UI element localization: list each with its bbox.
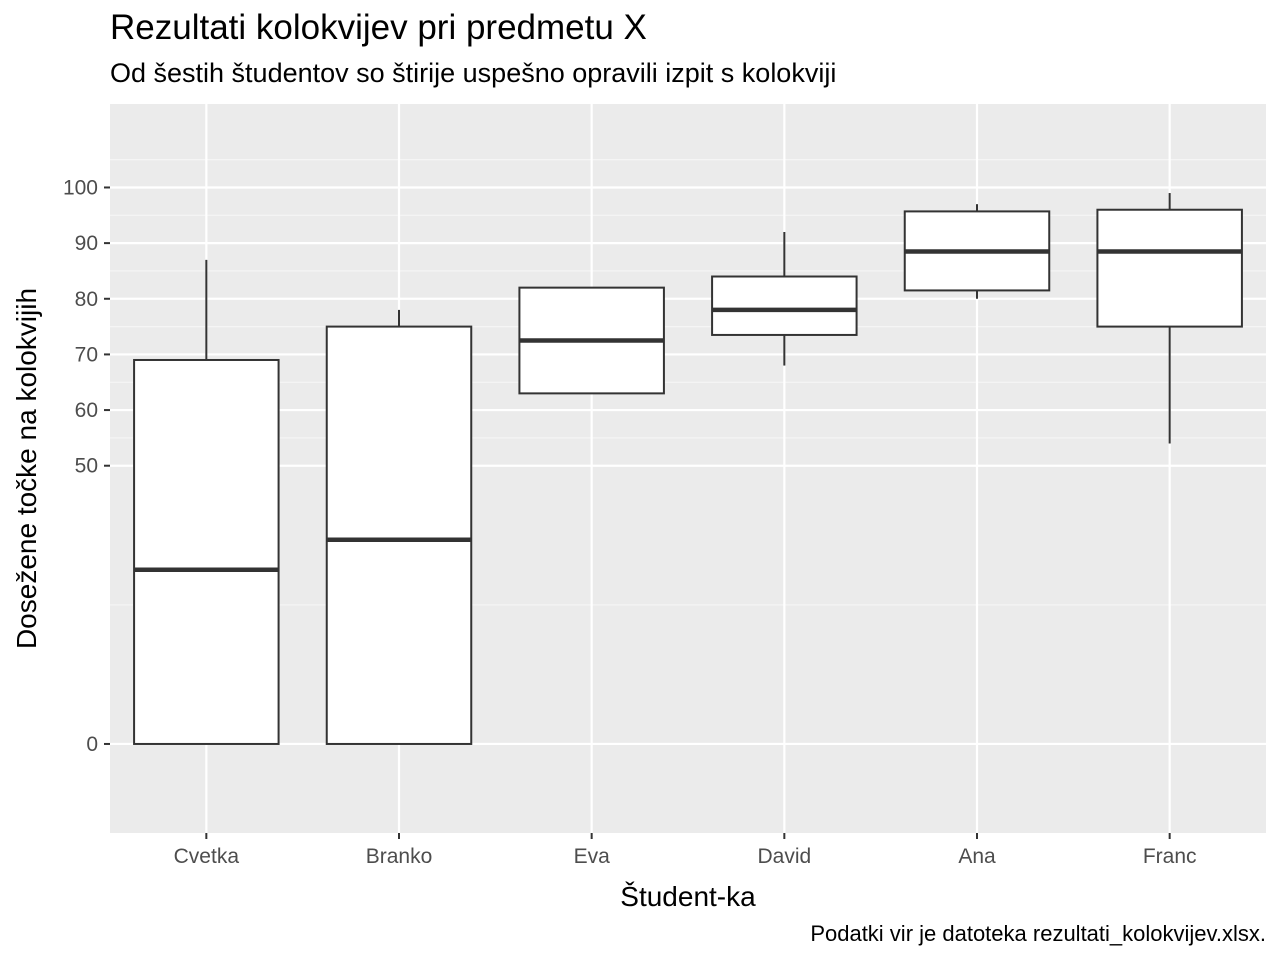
x-tick-label: David <box>757 845 811 868</box>
box-franc <box>1096 193 1243 444</box>
x-tick-label: Branko <box>366 845 433 868</box>
x-tick-label: Cvetka <box>174 845 240 868</box>
y-tick-label: 100 <box>63 176 98 199</box>
x-axis: Cvetka Branko Eva David Ana Franc <box>174 833 1197 868</box>
chart-subtitle: Od šestih študentov so štirije uspešno o… <box>110 58 837 88</box>
y-tick-label: 0 <box>86 733 98 756</box>
box-cvetka <box>133 259 280 745</box>
y-tick-label: 80 <box>75 288 98 311</box>
x-tick-label: Ana <box>958 845 996 868</box>
box-eva <box>518 286 665 395</box>
chart-caption: Podatki vir je datoteka rezultati_kolokv… <box>810 921 1266 946</box>
chart-title: Rezultati kolokvijev pri predmetu X <box>110 8 647 47</box>
y-axis: 0 50 60 70 80 90 100 <box>63 176 110 756</box>
x-axis-title: Študent-ka <box>620 881 756 912</box>
box-ana <box>903 204 1051 299</box>
minor-grid <box>110 159 1266 606</box>
box-branko <box>325 309 473 745</box>
y-tick-label: 50 <box>75 455 98 478</box>
y-axis-title: Dosežene točke na kolokvijih <box>11 288 42 649</box>
y-tick-label: 70 <box>75 343 98 366</box>
y-tick-label: 90 <box>75 232 98 255</box>
box-iqr <box>325 325 473 745</box>
y-tick-label: 60 <box>75 399 98 422</box>
x-tick-label: Franc <box>1143 845 1197 868</box>
box-iqr <box>711 275 858 336</box>
plot-panel <box>110 104 1266 833</box>
box-david <box>711 231 858 366</box>
boxes-layer <box>133 193 1243 745</box>
box-iqr <box>1096 208 1243 328</box>
x-tick-label: Eva <box>574 845 611 868</box>
box-iqr <box>133 358 280 745</box>
